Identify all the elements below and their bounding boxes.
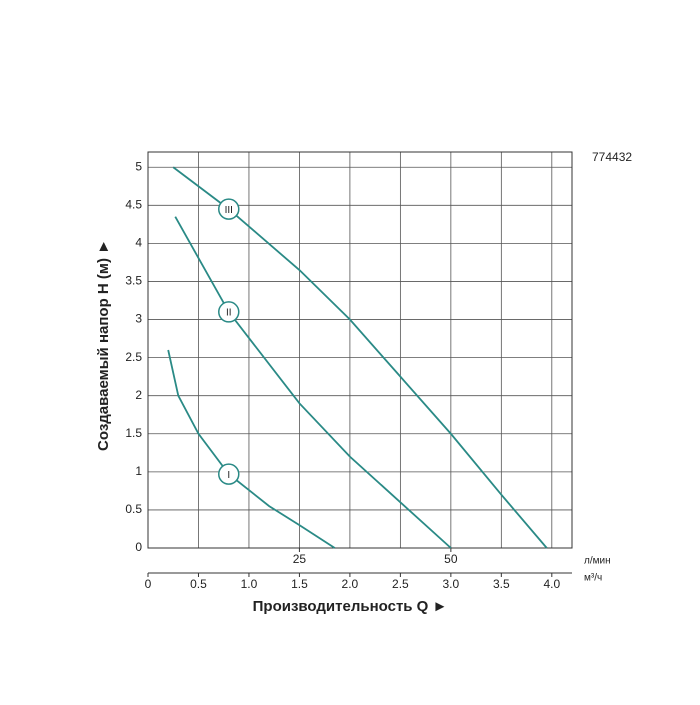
y-tick-label: 1 [135,464,142,478]
x2-tick-label: 25 [293,552,307,566]
x-tick-label: 4.0 [543,577,560,591]
curve-label: III [225,205,233,216]
product-code: 774432 [592,150,632,164]
y-tick-label: 4.5 [125,197,142,211]
x-tick-label: 3.0 [443,577,460,591]
x-tick-label: 3.5 [493,577,510,591]
y-tick-label: 1.5 [125,426,142,440]
y-tick-label: 3 [135,312,142,326]
y-tick-label: 2.5 [125,350,142,364]
y-tick-label: 0.5 [125,502,142,516]
y-tick-label: 2 [135,388,142,402]
x-tick-label: 2.0 [342,577,359,591]
y-tick-label: 0 [135,540,142,554]
plot-frame [147,151,573,549]
x2-tick-label: 50 [444,552,458,566]
curve-label: I [227,470,230,481]
y-tick-label: 5 [135,159,142,173]
curve [174,216,452,549]
y-tick-label: 3.5 [125,274,142,288]
x-unit: м³/ч [584,573,602,584]
curve-label-circle [218,198,240,220]
curve [172,166,548,549]
x2-unit: л/мин [584,556,611,567]
x-tick-label: 2.5 [392,577,409,591]
x-tick-label: 0 [145,577,152,591]
curve-label-circle [218,463,240,485]
x-axis-title: Производительность Q ► [253,598,448,615]
y-axis-title: Создаваемый напор Н (м) ► [95,239,112,451]
x-tick-label: 1.5 [291,577,308,591]
y-tick-label: 4 [135,236,142,250]
x-tick-label: 1.0 [241,577,258,591]
curve-label: II [226,308,232,319]
curve-label-circle [218,301,240,323]
x-tick-label: 0.5 [190,577,207,591]
